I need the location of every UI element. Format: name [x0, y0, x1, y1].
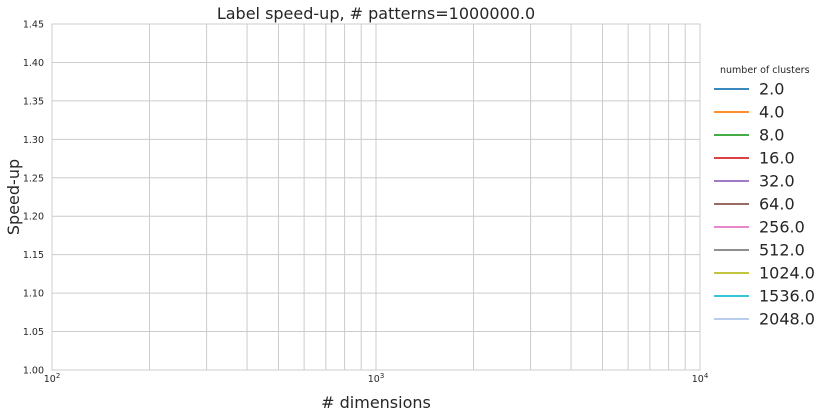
legend-label: 1536.0 — [759, 287, 815, 306]
y-tick-label: 1.10 — [23, 289, 44, 300]
y-tick-label: 1.30 — [23, 135, 44, 146]
legend-label: 2.0 — [759, 80, 784, 99]
legend-label: 1024.0 — [759, 264, 815, 283]
legend-label: 256.0 — [759, 218, 805, 237]
y-tick-label: 1.05 — [23, 327, 44, 338]
legend-label: 4.0 — [759, 103, 784, 122]
x-tick-label: 103 — [368, 372, 385, 385]
legend-label: 2048.0 — [759, 310, 815, 329]
legend-items: 2.0 4.0 8.0 16.0 32.0 64.0 256.0 512.0 1024.0 153… — [714, 80, 815, 329]
grid-lines — [51, 23, 700, 371]
y-tick-label: 1.25 — [23, 173, 44, 184]
legend-label: 32.0 — [759, 172, 795, 191]
legend-label: 8.0 — [759, 126, 784, 145]
legend-label: 512.0 — [759, 241, 805, 260]
plot-frame — [51, 23, 701, 371]
y-tick-label: 1.00 — [23, 366, 44, 377]
x-axis-label: # dimensions — [321, 393, 431, 412]
y-tick-label: 1.35 — [23, 96, 44, 107]
x-tick-labels: 102 103 104 — [44, 372, 709, 385]
chart-title: Label speed-up, # patterns=1000000.0 — [217, 4, 535, 23]
legend-label: 64.0 — [759, 195, 795, 214]
y-tick-label: 1.20 — [23, 212, 44, 223]
y-tick-label: 1.40 — [23, 58, 44, 69]
x-tick-label: 104 — [692, 372, 709, 385]
legend-title: number of clusters — [720, 65, 810, 76]
y-tick-label: 1.45 — [23, 20, 44, 31]
legend-label: 16.0 — [759, 149, 795, 168]
y-axis-label: Speed-up — [4, 159, 23, 235]
x-tick-label: 102 — [44, 372, 61, 385]
y-tick-label: 1.15 — [23, 250, 44, 261]
legend: number of clusters 2.0 4.0 8.0 16.0 32.0 64.0… — [714, 65, 815, 329]
y-tick-labels: 1.00 1.05 1.10 1.15 1.20 1.25 1.30 1.35 1.40 1.45 — [23, 20, 44, 377]
